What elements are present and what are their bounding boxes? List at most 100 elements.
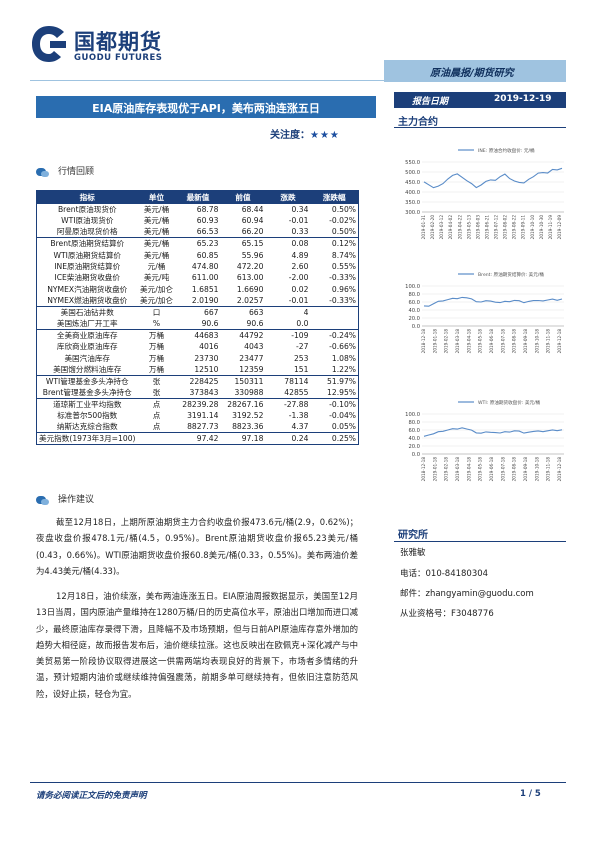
change-pct-cell: 12.95% (310, 387, 359, 399)
y-tick-label: 0.0 (412, 452, 420, 458)
report-date-label: 报告日期 (412, 97, 449, 107)
latest-value-cell: 611.00 (191, 273, 219, 283)
advice-paragraph-2: 12月18日，油价续涨，美布两油连涨五日。EIA原油周报数据显示，美国至12月1… (36, 591, 358, 699)
table-row: INE原油期货结算价 元/桶 474.80 472.20 2.60 0.55% (37, 261, 359, 272)
price-series-line (423, 167, 563, 189)
indicator-cell: 全美商业原油库存 (56, 331, 118, 341)
x-tick-label: 2019-11-19 (548, 215, 553, 240)
unit-cell: 万桶 (148, 353, 165, 363)
x-tick-label: 2018-12-18 (421, 329, 426, 354)
table-row: Brent原油期货结算价 美元/桶 65.23 65.15 0.08 0.12% (37, 238, 359, 250)
indicator-cell: 纳斯达克综合指数 (36, 421, 138, 434)
brent-price-chart-svg: Brent: 原油期货结算价: 美元/桶 100.0 80.0 60.0 40.0 20.… (405, 271, 564, 354)
unit-cell: % (137, 318, 176, 331)
y-tick-label: 40.0 (408, 436, 420, 442)
latest-value-cell: 60.93 (196, 216, 219, 226)
unit-cell: 美元/桶 (143, 204, 170, 214)
y-tick-label: 0.0 (412, 324, 420, 330)
table-row: 库欣商业原油库存 万桶 4016 4043 -27 -0.66% (37, 341, 359, 352)
previous-value-cell: 23477 (239, 353, 264, 363)
latest-value-cell: 373843 (175, 387, 221, 399)
report-title-band: EIA原油库存表现优于API，美布两油连涨五日 (36, 96, 376, 118)
table-header-row: 指标 单位 最新值 前值 涨跌 涨跌幅 (36, 190, 359, 204)
y-tick-label: 100.0 (405, 412, 420, 418)
indicator-cell: Brent管理基金多头净持仓 (36, 387, 138, 399)
x-tick-label: 2019-07-12 (494, 215, 499, 240)
previous-value-cell: 60.94 (241, 216, 264, 226)
x-tick-label: 2019-05-13 (466, 215, 471, 240)
x-tick-label: 2019-01-18 (432, 329, 437, 354)
previous-value-cell: 330988 (220, 387, 266, 399)
indicator-cell: WTI原油现货价 (61, 216, 114, 226)
section-bullet-icon (36, 167, 50, 177)
change-pct-cell: -0.10% (329, 400, 356, 409)
change-pct-cell: -0.04% (329, 411, 356, 421)
table-row: 道琼斯工业平均指数 点 28239.28 28267.16 -27.88 -0.10% (37, 399, 359, 411)
unit-cell: 万桶 (137, 364, 176, 376)
x-tick-label: 2019-04-02 (448, 215, 453, 240)
latest-value-cell: 667 (203, 308, 219, 318)
y-tick-label: 500.0 (405, 170, 420, 176)
wti-price-chart: WTI: 原油期货收盘价: 美元/桶 100.0 80.0 60.0 40.0 20.0 0… (398, 392, 568, 516)
change-pct-cell: 1.22% (310, 364, 359, 376)
indicator-cell: 美国石油钻井数 (60, 308, 114, 318)
table-row: WTI原油期货结算价 美元/桶 60.85 55.96 4.89 8.74% (37, 249, 359, 260)
table-row: Brent管理基金多头净持仓张 373843 330988 42855 12.95% (36, 387, 359, 399)
change-cell: 0.34 (291, 204, 309, 214)
y-tick-label: 300.0 (405, 210, 420, 216)
unit-cell: 点 (137, 421, 176, 434)
previous-value-cell: 150311 (234, 377, 264, 386)
column-header: 最新值 (175, 190, 221, 204)
x-tick-label: 2019-05-18 (478, 329, 483, 354)
column-header: 单位 (137, 190, 176, 204)
table-row: NYMEX燃油期货收盘价 美元/加仑 2.0190 2.0257 -0.01 -0.33% (36, 295, 359, 308)
page-number: 1 / 5 (520, 789, 541, 799)
x-tick-label: 2019-09-18 (523, 457, 528, 482)
price-series-line (423, 296, 563, 307)
x-tick-label: 2019-12-18 (557, 329, 562, 354)
guodu-logo-icon (32, 26, 66, 62)
indicator-cell: ICE柴油期货收盘价 (54, 273, 121, 283)
y-tick-label: 20.0 (408, 444, 420, 450)
change-pct-cell (310, 318, 359, 331)
change-cell: -0.01 (288, 216, 309, 226)
change-pct-cell: 0.25% (331, 434, 356, 444)
analyst-name: 张雅敏 (400, 548, 426, 558)
advice-heading-text: 操作建议 (58, 495, 95, 505)
x-tick-label: 2019-04-22 (457, 215, 462, 240)
indicator-cell: Brent原油期货结算价 (50, 239, 125, 249)
table-row: 美元指数(1973年3月=100) 97.42 97.18 0.24 0.25% (37, 433, 359, 445)
attention-rating: 关注度：★★★ (270, 126, 340, 141)
unit-cell (138, 433, 176, 445)
previous-value-cell: 90.6 (220, 318, 266, 331)
change-cell: 0.08 (291, 239, 309, 249)
unit-cell: 美元/加仑 (140, 284, 173, 294)
report-date-band: 报告日期 2019-12-19 (394, 92, 566, 108)
latest-value-cell: 60.85 (196, 250, 219, 260)
change-pct-cell: 0.50% (331, 204, 356, 214)
attention-stars: ★★★ (310, 130, 340, 141)
previous-value-cell: 97.18 (241, 434, 264, 444)
price-series-line (423, 427, 563, 437)
y-tick-label: 400.0 (405, 190, 420, 196)
indicator-cell: NYMEX汽油期货收盘价 (47, 284, 128, 294)
unit-cell: 美元/桶 (143, 250, 170, 260)
change-pct-cell: 1.08% (331, 353, 356, 363)
indicator-cell: 美国馏分燃料油库存 (36, 364, 138, 376)
category-label: 原油晨报/期货研究 (430, 68, 514, 79)
advice-paragraph-1: 截至12月18日，上期所原油期货主力合约收盘价报473.6元/桶(2.9，0.6… (36, 517, 358, 576)
x-tick-label: 2019-06-03 (475, 215, 480, 240)
x-tick-label: 2019-02-18 (444, 329, 449, 354)
indicator-cell: 标准普尔500指数 (57, 411, 118, 421)
latest-value-cell: 4016 (199, 342, 219, 352)
previous-value-cell: 1.6690 (236, 284, 264, 294)
unit-cell: 美元/桶 (143, 239, 170, 249)
indicator-cell: INE原油期货结算价 (54, 262, 121, 272)
review-heading-text: 行情回顾 (58, 167, 95, 177)
footer-rule (30, 782, 566, 783)
table-row: 美国馏分燃料油库存 万桶 12510 12359 151 1.22% (36, 364, 359, 376)
previous-value-cell: 55.96 (241, 250, 264, 260)
previous-value-cell: 472.20 (236, 262, 264, 272)
table-row: 阿曼原油现货价格 美元/桶 66.53 66.20 0.33 0.50% (36, 226, 359, 239)
change-cell: -27.88 (283, 400, 309, 409)
